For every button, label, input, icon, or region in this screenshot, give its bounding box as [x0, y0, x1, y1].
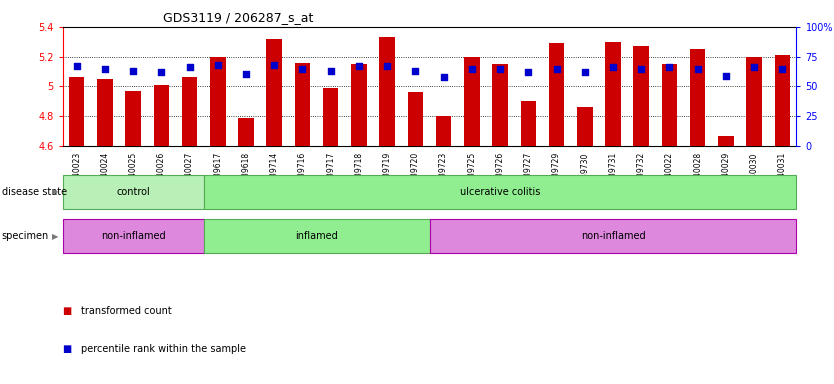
Point [606, 64, 620, 70]
Bar [97, 79, 113, 146]
Bar [775, 55, 790, 146]
Bar [239, 118, 254, 146]
Point [127, 68, 140, 74]
Bar [69, 78, 84, 146]
Text: non-inflamed: non-inflamed [580, 231, 646, 241]
Text: control: control [116, 187, 150, 197]
Point [550, 66, 563, 72]
Bar [746, 57, 762, 146]
Point [578, 69, 591, 75]
Bar [718, 136, 734, 146]
Bar [605, 42, 620, 146]
Point [494, 66, 507, 72]
Bar [210, 57, 225, 146]
Point [465, 66, 479, 72]
Bar [661, 64, 677, 146]
Text: transformed count: transformed count [81, 306, 172, 316]
Point [211, 62, 224, 68]
Bar [690, 49, 706, 146]
Text: percentile rank within the sample: percentile rank within the sample [81, 344, 246, 354]
Point [380, 63, 394, 69]
Text: disease state: disease state [2, 187, 67, 197]
Text: specimen: specimen [2, 231, 49, 241]
Bar [379, 37, 395, 146]
Point [352, 63, 365, 69]
Bar [63, 175, 203, 209]
Point [747, 64, 761, 70]
Point [521, 69, 535, 75]
Bar [203, 219, 430, 253]
Bar [323, 88, 339, 146]
Bar [125, 91, 141, 146]
Point [183, 64, 196, 70]
Text: ■: ■ [63, 306, 72, 316]
Point [98, 66, 112, 72]
Bar [153, 85, 169, 146]
Bar [492, 64, 508, 146]
Text: ▶: ▶ [52, 232, 58, 241]
Text: ▶: ▶ [52, 187, 58, 197]
Bar [436, 116, 451, 146]
Bar [182, 78, 198, 146]
Point [719, 73, 732, 79]
Bar [267, 39, 282, 146]
Point [296, 66, 309, 72]
Point [409, 68, 422, 74]
Text: non-inflamed: non-inflamed [101, 231, 165, 241]
Text: ulcerative colitis: ulcerative colitis [460, 187, 540, 197]
Text: GDS3119 / 206287_s_at: GDS3119 / 206287_s_at [163, 12, 313, 25]
Bar [203, 175, 796, 209]
Bar [351, 64, 367, 146]
Bar [294, 63, 310, 146]
Text: inflamed: inflamed [295, 231, 338, 241]
Bar [577, 107, 592, 146]
Point [437, 74, 450, 80]
Point [776, 66, 789, 72]
Point [70, 63, 83, 69]
Point [663, 64, 676, 70]
Bar [430, 219, 796, 253]
Bar [520, 101, 536, 146]
Bar [634, 46, 649, 146]
Bar [63, 219, 203, 253]
Point [268, 62, 281, 68]
Point [635, 66, 648, 72]
Point [239, 71, 253, 78]
Bar [549, 43, 565, 146]
Point [154, 69, 168, 75]
Bar [464, 57, 480, 146]
Text: ■: ■ [63, 344, 72, 354]
Point [324, 68, 338, 74]
Point [691, 66, 705, 72]
Bar [408, 93, 423, 146]
